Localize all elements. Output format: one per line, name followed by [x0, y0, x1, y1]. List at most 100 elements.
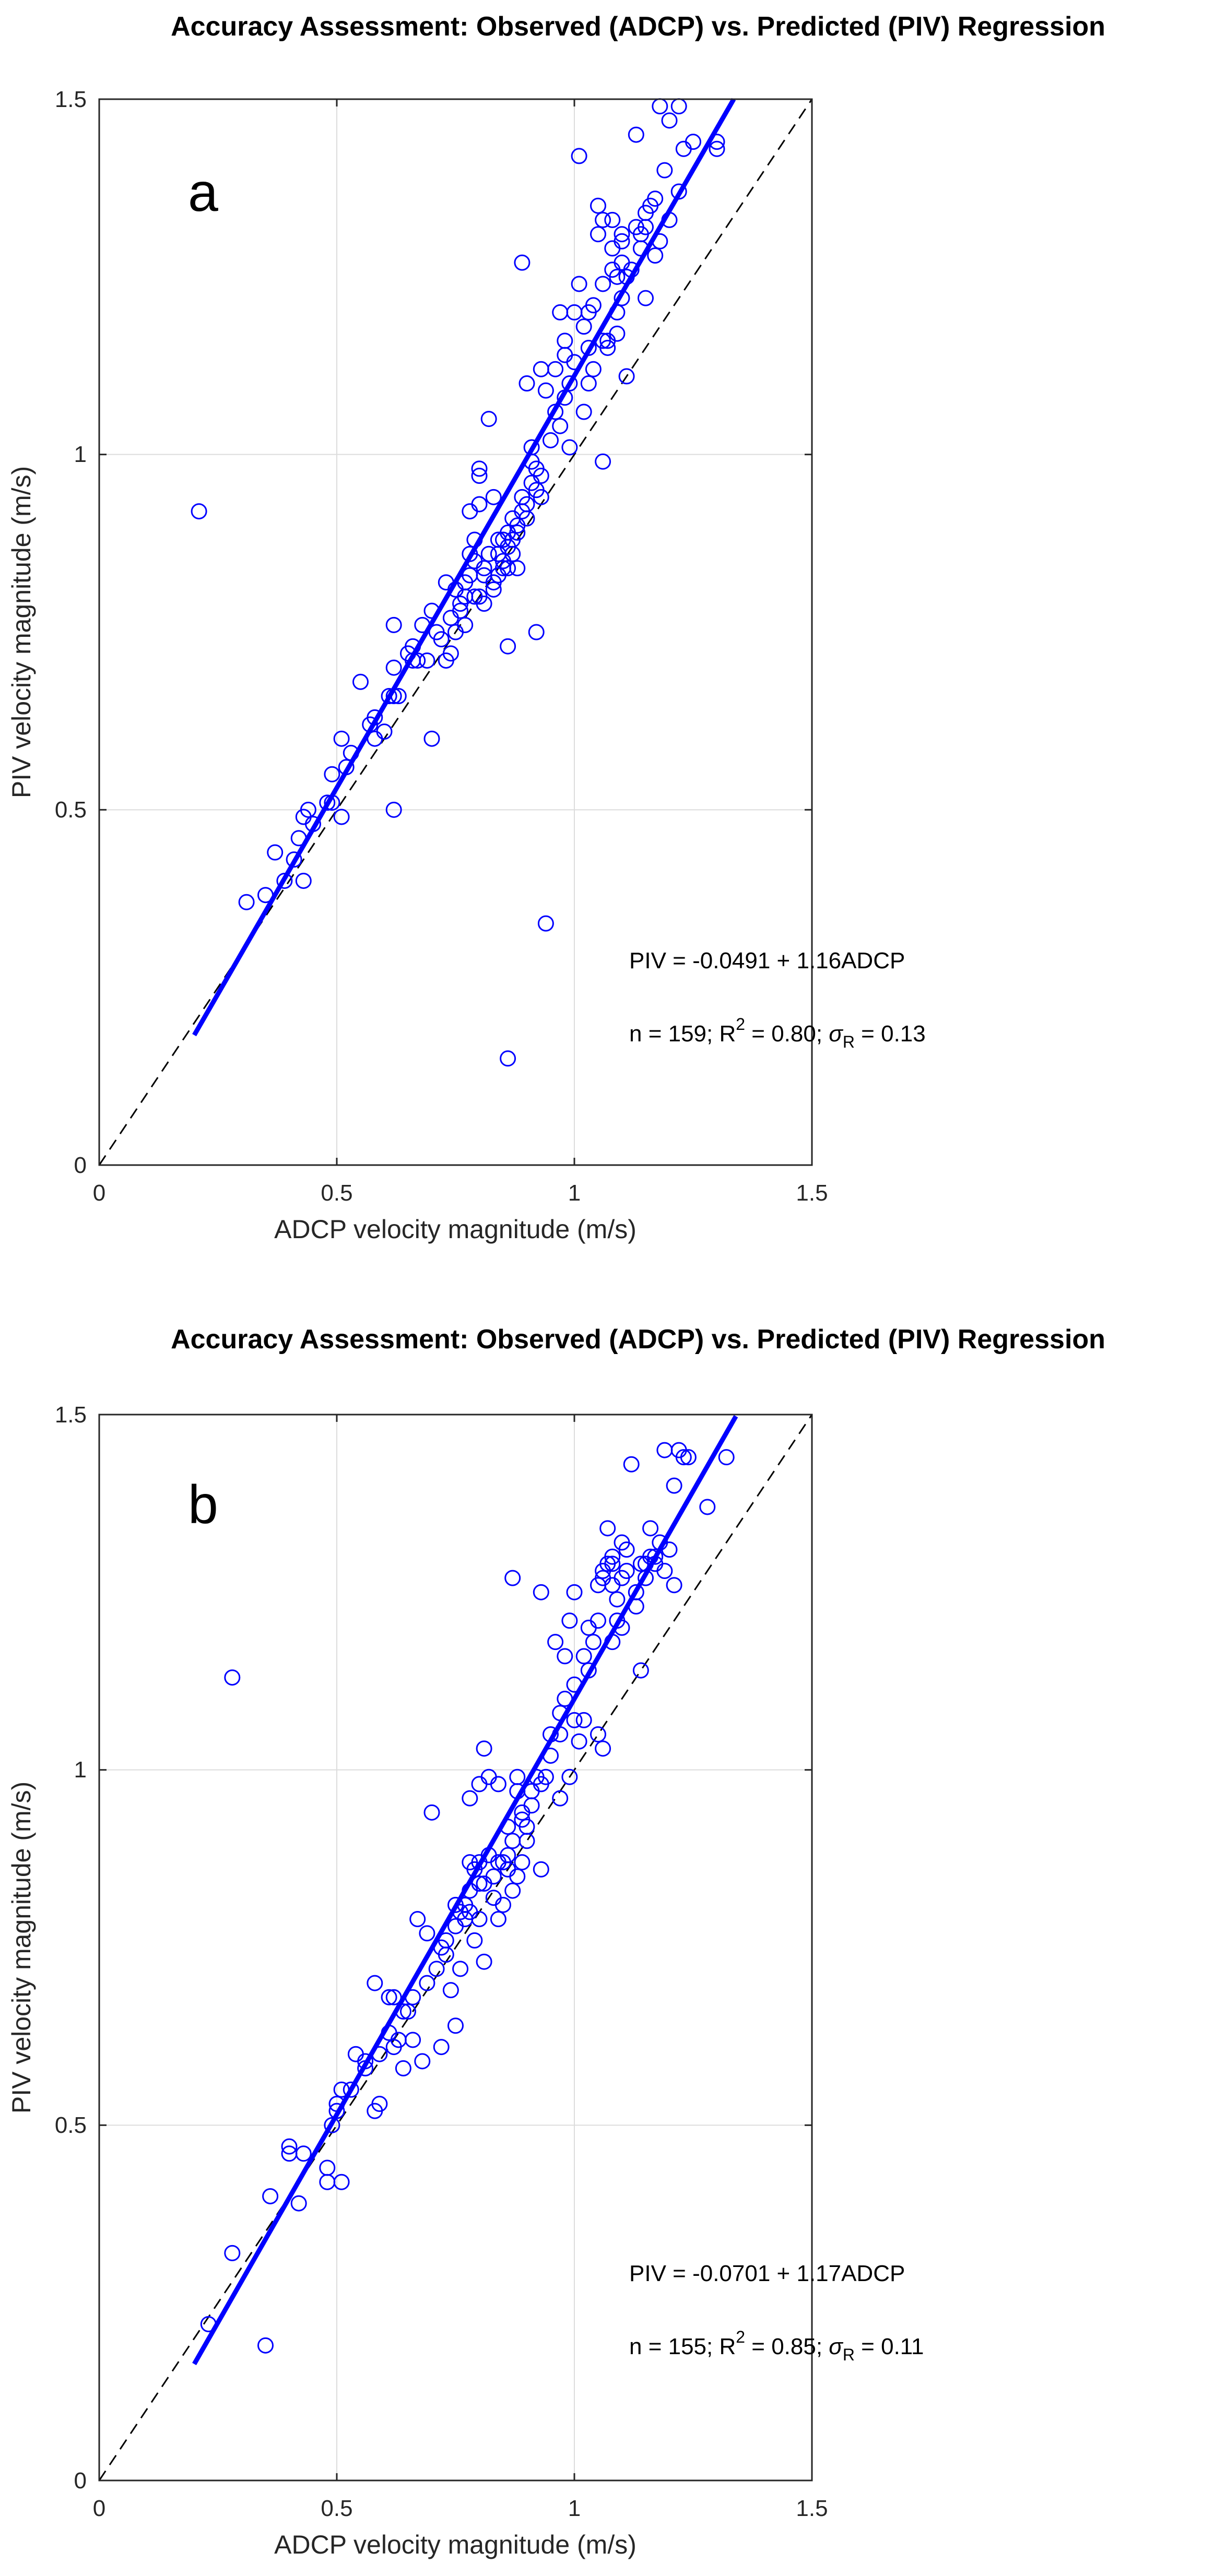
- panel-a: Accuracy Assessment: Observed (ADCP) vs.…: [7, 11, 1105, 1244]
- data-point: [385, 659, 402, 676]
- x-tick-label: 0: [93, 2496, 105, 2521]
- r-squared-value: = 0.85;: [745, 2334, 829, 2359]
- data-point: [480, 411, 497, 428]
- data-point: [575, 1648, 592, 1665]
- plot-area-frame: [98, 98, 813, 1166]
- data-point: [552, 1790, 569, 1807]
- data-point: [647, 247, 664, 264]
- data-point: [523, 439, 540, 456]
- data-point: [595, 211, 611, 228]
- data-point: [419, 1975, 435, 1991]
- data-point: [647, 1548, 664, 1565]
- data-point: [604, 1548, 621, 1565]
- data-point: [590, 197, 606, 214]
- data-point: [367, 1975, 383, 1991]
- data-point: [632, 1662, 649, 1679]
- data-point: [528, 624, 545, 640]
- data-point: [500, 1050, 516, 1067]
- data-point: [547, 361, 564, 377]
- data-point: [333, 2174, 350, 2190]
- data-point: [471, 496, 488, 513]
- data-point: [428, 624, 445, 640]
- data-point: [590, 226, 606, 243]
- data-point: [500, 638, 516, 655]
- data-point: [537, 382, 554, 399]
- data-point: [514, 254, 531, 271]
- data-point: [561, 375, 578, 392]
- y-tick-label: 1: [74, 1757, 87, 1783]
- data-point: [514, 1854, 531, 1871]
- data-point: [561, 1768, 578, 1785]
- x-tick-label: 1: [568, 1180, 581, 1206]
- x-axis-label: ADCP velocity magnitude (m/s): [274, 1215, 636, 1244]
- data-point: [257, 2337, 274, 2354]
- y-tick-label: 0: [74, 2468, 87, 2494]
- data-point: [518, 1819, 535, 1835]
- x-tick-label: 0.5: [321, 2496, 352, 2521]
- data-point: [580, 375, 597, 392]
- data-point: [709, 140, 725, 157]
- n-and-r-label: n = 155; R: [629, 2334, 736, 2359]
- data-point: [509, 1768, 526, 1785]
- data-point: [575, 318, 592, 335]
- data-point: [675, 1449, 692, 1466]
- sigma-subscript: R: [843, 1032, 855, 1051]
- data-point: [480, 545, 497, 562]
- data-point: [381, 1989, 397, 2005]
- data-point: [647, 191, 664, 207]
- y-tick-label: 1: [74, 442, 87, 467]
- data-point: [666, 1577, 682, 1594]
- data-point: [485, 1868, 502, 1885]
- data-point: [490, 545, 506, 562]
- data-point: [466, 588, 483, 605]
- regression-equation: PIV = -0.0491 + 1.16ADCP: [629, 948, 905, 974]
- y-tick-label: 1.5: [55, 87, 87, 112]
- data-point: [566, 1712, 583, 1728]
- data-point: [618, 1541, 635, 1558]
- data-point: [609, 1591, 626, 1608]
- data-point: [618, 1562, 635, 1579]
- data-point: [718, 1449, 735, 1466]
- panel-label: a: [188, 162, 218, 223]
- data-point: [295, 2145, 312, 2162]
- data-point: [442, 1982, 459, 1999]
- data-point: [614, 233, 630, 250]
- data-point: [571, 276, 587, 292]
- x-tick-label: 1: [568, 2496, 581, 2521]
- data-point: [191, 503, 207, 520]
- regression-statistics: n = 159; R2 = 0.80; σR = 0.13: [629, 1015, 926, 1051]
- data-point: [628, 1584, 644, 1600]
- data-point: [224, 2245, 241, 2261]
- data-point: [471, 468, 488, 484]
- data-point: [561, 1612, 578, 1629]
- data-point: [599, 1520, 616, 1537]
- data-point: [595, 276, 611, 292]
- data-point: [485, 581, 502, 598]
- data-point: [395, 2060, 411, 2076]
- r-squared-value: = 0.80;: [745, 1021, 829, 1047]
- data-point: [609, 325, 626, 342]
- data-point: [509, 517, 526, 534]
- data-point: [457, 616, 474, 633]
- data-point: [471, 460, 488, 477]
- sigma-symbol: σ: [829, 2334, 843, 2359]
- regression-statistics: n = 155; R2 = 0.85; σR = 0.11: [629, 2328, 924, 2364]
- sigma-value: = 0.11: [855, 2334, 924, 2359]
- data-point: [604, 1556, 621, 1572]
- data-point: [324, 2117, 340, 2133]
- data-point: [262, 2188, 279, 2204]
- n-and-r-label: n = 159; R: [629, 1021, 736, 1047]
- data-point: [324, 766, 340, 782]
- data-point: [452, 602, 469, 619]
- data-point: [609, 268, 626, 285]
- regression-fit-line: [192, 98, 736, 1037]
- chart-title: Accuracy Assessment: Observed (ADCP) vs.…: [171, 1324, 1105, 1355]
- data-point: [281, 2138, 298, 2155]
- y-tick-label: 0.5: [55, 2112, 87, 2138]
- data-point: [699, 1499, 716, 1515]
- data-point: [295, 872, 312, 889]
- data-point: [537, 915, 554, 932]
- data-point: [514, 1804, 531, 1821]
- data-point: [585, 361, 602, 377]
- y-tick-label: 0: [74, 1153, 87, 1178]
